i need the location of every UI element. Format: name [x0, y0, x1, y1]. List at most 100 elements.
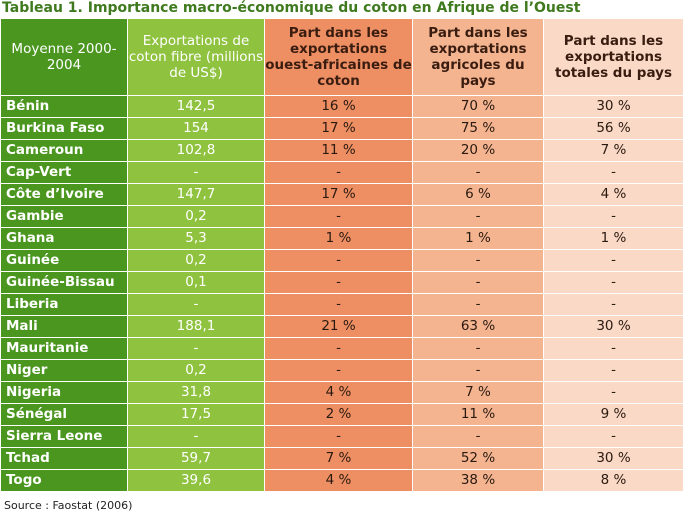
- share-agricultural-cell: -: [412, 249, 544, 272]
- share-west-africa-cell: -: [264, 425, 413, 448]
- share-total-cell: 8 %: [543, 469, 683, 492]
- share-total-cell: 30 %: [543, 95, 683, 118]
- table-row: Cameroun 102,8 11 % 20 % 7 %: [0, 139, 683, 162]
- country-cell: Gambie: [0, 205, 128, 228]
- country-cell: Nigeria: [0, 381, 128, 404]
- share-agricultural-cell: -: [412, 161, 544, 184]
- table-row: Nigeria 31,8 4 % 7 % -: [0, 381, 683, 404]
- table-row: Niger 0,2- - -: [0, 359, 683, 382]
- table-row: Burkina Faso 154 17 % 75 % 56 %: [0, 117, 683, 140]
- share-total-cell: 7 %: [543, 139, 683, 162]
- table-row: Mali 188,1 21 % 63 % 30 %: [0, 315, 683, 338]
- share-total-cell: -: [543, 359, 683, 382]
- exports-cell: 39,6: [127, 469, 265, 492]
- share-agricultural-cell: 1 %: [412, 227, 544, 250]
- exports-cell: 147,7: [127, 183, 265, 206]
- exports-cell: 0,2: [127, 249, 265, 272]
- share-west-africa-cell: -: [264, 161, 413, 184]
- share-west-africa-cell: -: [264, 205, 413, 228]
- share-west-africa-cell: 7 %: [264, 447, 413, 470]
- exports-cell: 31,8: [127, 381, 265, 404]
- share-west-africa-cell: 21 %: [264, 315, 413, 338]
- share-total-cell: 30 %: [543, 315, 683, 338]
- share-west-africa-cell: 17 %: [264, 117, 413, 140]
- share-total-cell: 56 %: [543, 117, 683, 140]
- country-cell: Mauritanie: [0, 337, 128, 360]
- share-west-africa-cell: 17 %: [264, 183, 413, 206]
- table-row: Tchad 59,7 7 % 52 % 30 %: [0, 447, 683, 470]
- share-agricultural-cell: 63 %: [412, 315, 544, 338]
- header-row: Moyenne 2000-2004 Exportations de coton …: [0, 18, 683, 96]
- table-row: Sénégal 17,5 2 % 11 % 9 %: [0, 403, 683, 426]
- share-west-africa-cell: -: [264, 337, 413, 360]
- share-agricultural-cell: -: [412, 271, 544, 294]
- header-exports: Exportations de coton fibre (millions de…: [127, 18, 265, 96]
- country-cell: Tchad: [0, 447, 128, 470]
- table-row: Sierra Leone - - - -: [0, 425, 683, 448]
- share-total-cell: -: [543, 205, 683, 228]
- share-total-cell: -: [543, 425, 683, 448]
- exports-cell: 17,5: [127, 403, 265, 426]
- share-west-africa-cell: -: [264, 249, 413, 272]
- share-west-africa-cell: 4 %: [264, 381, 413, 404]
- share-west-africa-cell: 2 %: [264, 403, 413, 426]
- cotton-table: Moyenne 2000-2004 Exportations de coton …: [0, 18, 683, 492]
- table-row: Liberia - - - -: [0, 293, 683, 316]
- share-agricultural-cell: -: [412, 293, 544, 316]
- exports-cell: -: [127, 337, 265, 360]
- share-agricultural-cell: -: [412, 359, 544, 382]
- share-total-cell: -: [543, 293, 683, 316]
- exports-cell: -: [127, 425, 265, 448]
- country-cell: Guinée-Bissau: [0, 271, 128, 294]
- share-total-cell: -: [543, 381, 683, 404]
- country-cell: Togo: [0, 469, 128, 492]
- share-agricultural-cell: -: [412, 425, 544, 448]
- exports-cell: 102,8: [127, 139, 265, 162]
- share-agricultural-cell: 7 %: [412, 381, 544, 404]
- header-share-agricultural: Part dans les exportations agricoles du …: [412, 18, 544, 96]
- share-agricultural-cell: 20 %: [412, 139, 544, 162]
- table-row: Bénin 142,5 16 % 70 % 30 %: [0, 95, 683, 118]
- country-cell: Côte d’Ivoire: [0, 183, 128, 206]
- source-note: Source : Faostat (2006): [4, 499, 133, 512]
- exports-cell: 154: [127, 117, 265, 140]
- share-agricultural-cell: 6 %: [412, 183, 544, 206]
- exports-cell: -: [127, 161, 265, 184]
- share-total-cell: -: [543, 337, 683, 360]
- table-row: Mauritanie - - - -: [0, 337, 683, 360]
- share-agricultural-cell: -: [412, 337, 544, 360]
- share-agricultural-cell: 75 %: [412, 117, 544, 140]
- exports-cell: 0,2: [127, 205, 265, 228]
- exports-cell: 0,2: [127, 359, 265, 382]
- table-row: Ghana 5,3 1 % 1 % 1 %: [0, 227, 683, 250]
- share-west-africa-cell: -: [264, 359, 413, 382]
- share-west-africa-cell: 4 %: [264, 469, 413, 492]
- share-agricultural-cell: 52 %: [412, 447, 544, 470]
- country-cell: Bénin: [0, 95, 128, 118]
- exports-cell: 5,3: [127, 227, 265, 250]
- header-share-west-africa: Part dans les exportations ouest-africai…: [264, 18, 413, 96]
- share-west-africa-cell: 1 %: [264, 227, 413, 250]
- table-row: Togo 39,6 4 % 38 % 8 %: [0, 469, 683, 492]
- exports-cell: 142,5: [127, 95, 265, 118]
- share-total-cell: -: [543, 161, 683, 184]
- share-agricultural-cell: 11 %: [412, 403, 544, 426]
- table-row: Cap-Vert - - - -: [0, 161, 683, 184]
- table-title: Tableau 1. Importance macro-économique d…: [2, 0, 581, 16]
- share-total-cell: 1 %: [543, 227, 683, 250]
- country-cell: Liberia: [0, 293, 128, 316]
- share-agricultural-cell: 70 %: [412, 95, 544, 118]
- country-cell: Sierra Leone: [0, 425, 128, 448]
- table-row: Gambie 0,2- - -: [0, 205, 683, 228]
- country-cell: Burkina Faso: [0, 117, 128, 140]
- share-total-cell: 4 %: [543, 183, 683, 206]
- country-cell: Guinée: [0, 249, 128, 272]
- header-period: Moyenne 2000-2004: [0, 18, 128, 96]
- country-cell: Mali: [0, 315, 128, 338]
- share-west-africa-cell: -: [264, 271, 413, 294]
- share-west-africa-cell: 16 %: [264, 95, 413, 118]
- table-row: Côte d’Ivoire 147,7 17 % 6 % 4 %: [0, 183, 683, 206]
- share-total-cell: -: [543, 271, 683, 294]
- share-agricultural-cell: 38 %: [412, 469, 544, 492]
- header-share-total: Part dans les exportations totales du pa…: [543, 18, 683, 96]
